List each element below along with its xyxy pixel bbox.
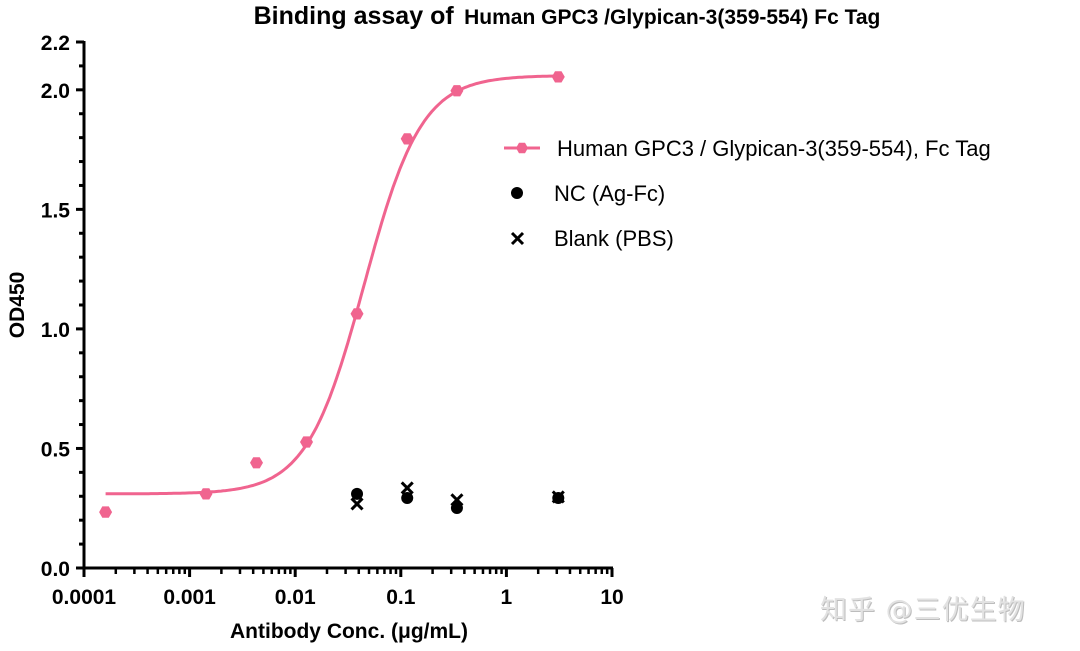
data-point [450, 493, 464, 507]
y-tick-label: 0.0 [41, 558, 70, 581]
series-blank-points [350, 481, 565, 511]
data-point [250, 457, 263, 469]
legend-item-blank: Blank (PBS) [510, 226, 674, 251]
legend-item-nc: NC (Ag-Fc) [511, 181, 665, 206]
hexagon-marker-icon [516, 142, 528, 154]
chart-title: Binding assay of Human GPC3 /Glypican-3(… [254, 2, 881, 30]
y-ticks [76, 40, 84, 570]
legend-label: Blank (PBS) [554, 226, 674, 251]
y-tick-label: 2.0 [41, 80, 70, 103]
data-point [351, 487, 364, 500]
x-axis-label: Antibody Conc. (μg/mL) [230, 620, 468, 643]
y-tick-label: 1.0 [41, 319, 70, 342]
legend-label: NC (Ag-Fc) [554, 181, 665, 206]
data-point [350, 308, 364, 320]
x-tick-label: 1 [501, 586, 513, 609]
fit-curve [105, 74, 559, 496]
data-point [401, 491, 414, 504]
legend-label: Human GPC3 / Glypican-3(359-554), Fc Tag [557, 136, 991, 161]
data-point [551, 71, 565, 83]
data-point [99, 506, 113, 518]
data-point [450, 501, 463, 514]
data-point [300, 436, 313, 448]
x-tick-label: 0.01 [275, 586, 316, 609]
data-point [400, 481, 414, 495]
series-human-gpc3-points [99, 71, 565, 518]
y-tick-label: 1.5 [41, 199, 71, 222]
watermark: 知乎 @三优生物 [820, 595, 1026, 626]
x-tick-label: 0.1 [386, 586, 416, 609]
x-tick-label: 10 [600, 586, 623, 609]
data-point [400, 133, 414, 145]
data-point [551, 490, 565, 504]
data-point [199, 488, 213, 500]
x-ticks [82, 568, 614, 577]
y-tick-label: 0.5 [41, 438, 71, 461]
y-tick-labels: 0.0 0.5 1.0 1.5 2.0 2.2 [41, 32, 71, 581]
y-axis-label: OD450 [6, 272, 29, 339]
x-tick-label: 0.001 [163, 586, 216, 609]
x-marker-icon [510, 231, 525, 246]
legend-item-human-gpc3: Human GPC3 / Glypican-3(359-554), Fc Tag [504, 136, 991, 161]
chart-title-part-2: Human GPC3 /Glypican-3(359-554) Fc Tag [464, 6, 880, 29]
data-point [450, 85, 464, 97]
legend: Human GPC3 / Glypican-3(359-554), Fc Tag… [504, 136, 991, 251]
data-point [350, 497, 364, 511]
y-tick-label: 2.2 [41, 32, 70, 55]
circle-marker-icon [511, 187, 523, 199]
x-tick-labels: 0.0001 0.001 0.01 0.1 1 10 [52, 586, 624, 609]
x-tick-label: 0.0001 [52, 586, 117, 609]
axes [82, 41, 613, 570]
chart-title-part-1: Binding assay of [254, 2, 455, 30]
